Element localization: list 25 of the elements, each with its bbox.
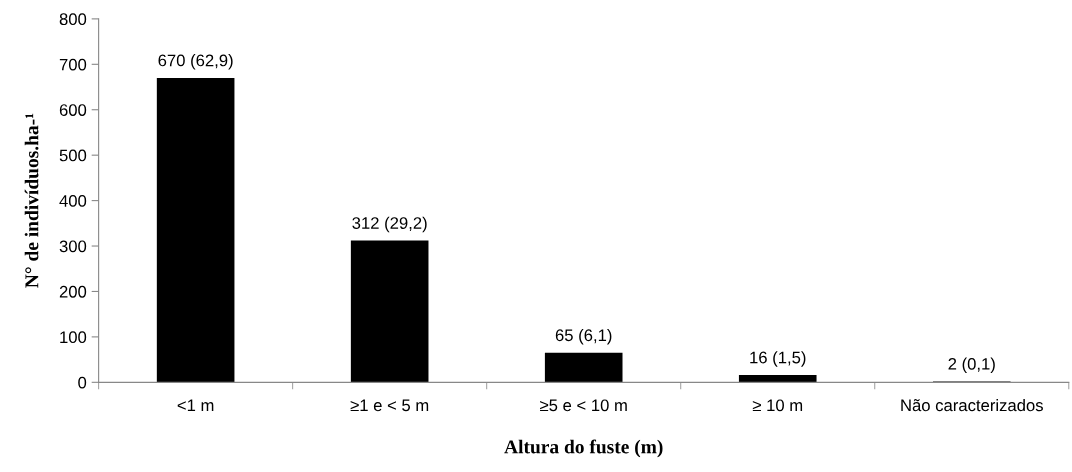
y-tick-label: 200 — [59, 285, 87, 298]
x-tick-label: ≥1 e < 5 m — [350, 399, 429, 412]
x-tick-label: ≥ 10 m — [752, 399, 803, 412]
data-label: 65 (6,1) — [555, 328, 612, 345]
bar — [738, 375, 817, 383]
data-label: 312 (29,2) — [352, 216, 427, 233]
y-tick-label: 300 — [59, 240, 87, 253]
y-tick-label: 800 — [59, 13, 87, 26]
x-axis-title: Altura do fuste (m) — [504, 439, 663, 458]
x-tick-label: <1 m — [177, 399, 214, 412]
y-tick-label: 100 — [60, 331, 87, 344]
data-label: 2 (0,1) — [948, 357, 995, 374]
y-tick-label: 600 — [59, 104, 87, 116]
x-tick-label: Não caracterizados — [901, 398, 1043, 412]
bar — [350, 240, 429, 383]
y-tick-label: 500 — [59, 149, 87, 162]
data-label: 670 (62,9) — [158, 54, 233, 70]
y-tick-label: 700 — [59, 58, 87, 71]
bar — [544, 352, 623, 383]
data-label: 16 (1,5) — [750, 351, 806, 367]
y-tick-label: 400 — [59, 195, 87, 207]
y-tick-label: 0 — [78, 376, 87, 389]
bar — [156, 77, 235, 383]
y-axis-title: N° de indivíduos.ha-¹ — [24, 113, 39, 288]
x-tick-label: ≥5 e < 10 m — [540, 399, 627, 412]
